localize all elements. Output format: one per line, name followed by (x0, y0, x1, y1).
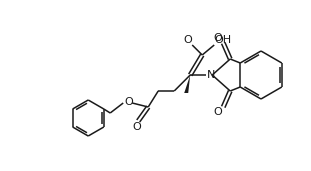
Text: N: N (207, 70, 216, 81)
Polygon shape (184, 75, 190, 93)
Text: O: O (214, 107, 223, 117)
Text: O: O (214, 33, 223, 43)
Text: O: O (184, 35, 193, 45)
Text: O: O (125, 97, 134, 107)
Text: OH: OH (215, 35, 232, 45)
Text: O: O (133, 122, 142, 132)
